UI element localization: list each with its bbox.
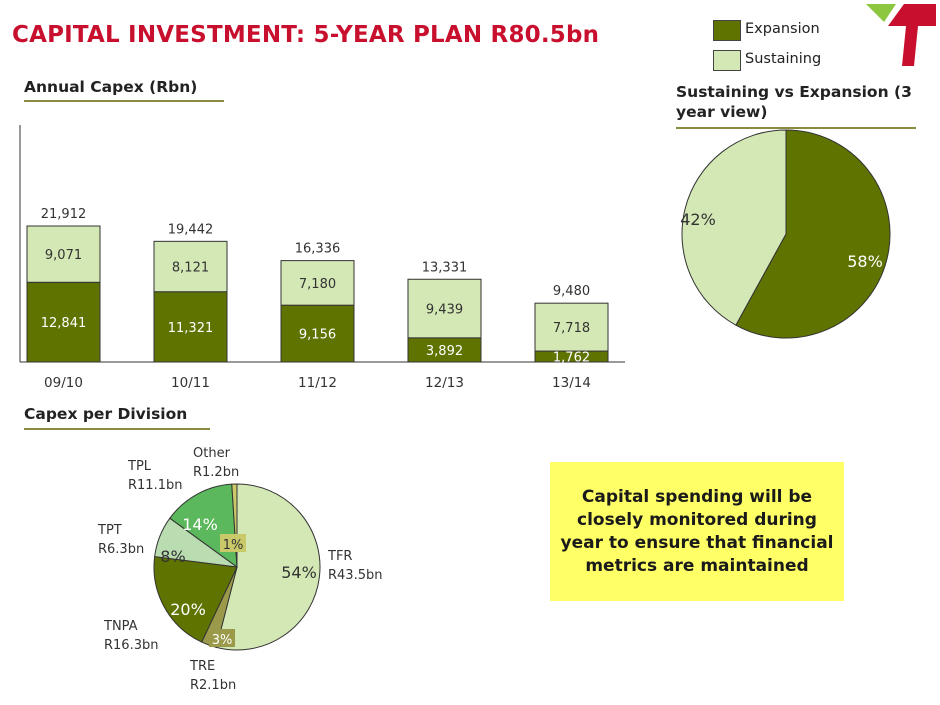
division-pct-label-tpt: 8% — [160, 547, 185, 566]
sustaining-vs-expansion-pie: 58% 42% — [680, 129, 891, 339]
division-pct-label-tpl: 14% — [182, 515, 218, 534]
bar-sustaining-0 — [26, 225, 101, 283]
division-name-label-other: Other — [193, 446, 231, 461]
page-title: CAPITAL INVESTMENT: 5-YEAR PLAN R80.5bn — [12, 22, 600, 48]
bar-total-label-1: 19,442 — [168, 222, 214, 237]
bar-expansion-1 — [153, 291, 228, 363]
pie-label-expansion: 58% — [847, 252, 883, 271]
sustaining-vs-expansion-heading: Sustaining vs Expansion (3 year view) — [676, 83, 912, 121]
bar-label-expansion-1: 11,321 — [168, 321, 214, 336]
legend-swatch-sustaining — [713, 50, 741, 71]
capex-per-division-pie: 54% TFR R43.5bn 3% TRE R2.1bn 20% TNPA R16.3bn 8%… — [97, 446, 382, 693]
division-pct-box-other — [220, 534, 246, 552]
bar-sustaining-1 — [153, 240, 228, 293]
division-amount-label-other: R1.2bn — [193, 465, 239, 480]
division-name-label-tnpa: TNPA — [103, 619, 138, 634]
bar-label-sustaining-2: 7,180 — [299, 277, 336, 292]
legend-label-sustaining: Sustaining — [745, 51, 822, 67]
bar-label-sustaining-3: 9,439 — [426, 303, 463, 318]
sustaining-vs-expansion-underline — [676, 127, 916, 129]
division-pct-label-tfr: 54% — [281, 563, 317, 582]
x-tick-label-1: 10/11 — [171, 375, 210, 391]
bar-label-sustaining-0: 9,071 — [45, 248, 82, 263]
bar-label-expansion-2: 9,156 — [299, 328, 336, 343]
legend-swatch-expansion — [713, 20, 741, 41]
bar-sustaining-4 — [534, 302, 609, 352]
bar-sustaining-3 — [407, 278, 482, 339]
bar-label-expansion-4: 1,762 — [553, 351, 590, 366]
bar-total-label-3: 13,331 — [422, 260, 468, 275]
bar-label-expansion-0: 12,841 — [41, 316, 87, 331]
transnet-logo-icon — [862, 0, 940, 74]
division-amount-label-tpl: R11.1bn — [128, 478, 182, 493]
bar-label-sustaining-4: 7,718 — [553, 321, 590, 336]
division-amount-label-tnpa: R16.3bn — [104, 638, 158, 653]
capex-per-division-underline — [24, 428, 210, 430]
pie-slice-sustaining — [681, 129, 787, 326]
division-pct-box-tre — [209, 629, 235, 647]
division-name-label-tre: TRE — [189, 659, 215, 674]
division-slice-tfr — [215, 483, 321, 651]
division-name-label-tpt: TPT — [97, 523, 122, 538]
bar-label-expansion-3: 3,892 — [426, 344, 463, 359]
division-pct-label-tre: 3% — [212, 633, 233, 648]
callout-box: Capital spending will be closely monitor… — [550, 462, 844, 601]
x-tick-label-3: 12/13 — [425, 375, 464, 391]
division-amount-label-tpt: R6.3bn — [98, 542, 144, 557]
bar-total-label-4: 9,480 — [553, 284, 590, 299]
annual-capex-chart: 12,841 9,071 21,912 09/10 11,321 8,121 19,442 1… — [19, 125, 625, 391]
x-tick-label-2: 11/12 — [298, 375, 337, 391]
bar-total-label-0: 21,912 — [41, 207, 87, 222]
bar-total-label-2: 16,336 — [295, 242, 341, 257]
division-name-label-tpl: TPL — [127, 459, 152, 474]
x-tick-label-0: 09/10 — [44, 375, 83, 391]
division-slice-tnpa — [153, 556, 238, 643]
annual-capex-heading: Annual Capex (Rbn) — [24, 78, 198, 96]
x-tick-label-4: 13/14 — [552, 375, 591, 391]
legend-label-expansion: Expansion — [745, 21, 820, 37]
pie-label-sustaining: 42% — [680, 210, 716, 229]
division-name-label-tfr: TFR — [327, 549, 352, 564]
division-pct-label-other: 1% — [223, 538, 244, 553]
capex-per-division-heading: Capex per Division — [24, 405, 188, 423]
division-amount-label-tfr: R43.5bn — [328, 568, 382, 583]
bar-expansion-0 — [26, 281, 101, 363]
annual-capex-underline — [24, 100, 224, 102]
division-amount-label-tre: R2.1bn — [190, 678, 236, 693]
bar-sustaining-2 — [280, 260, 355, 306]
pie-slice-expansion — [735, 129, 891, 339]
bar-expansion-3 — [407, 337, 482, 363]
division-pct-label-tnpa: 20% — [170, 600, 206, 619]
bar-label-sustaining-1: 8,121 — [172, 261, 209, 276]
